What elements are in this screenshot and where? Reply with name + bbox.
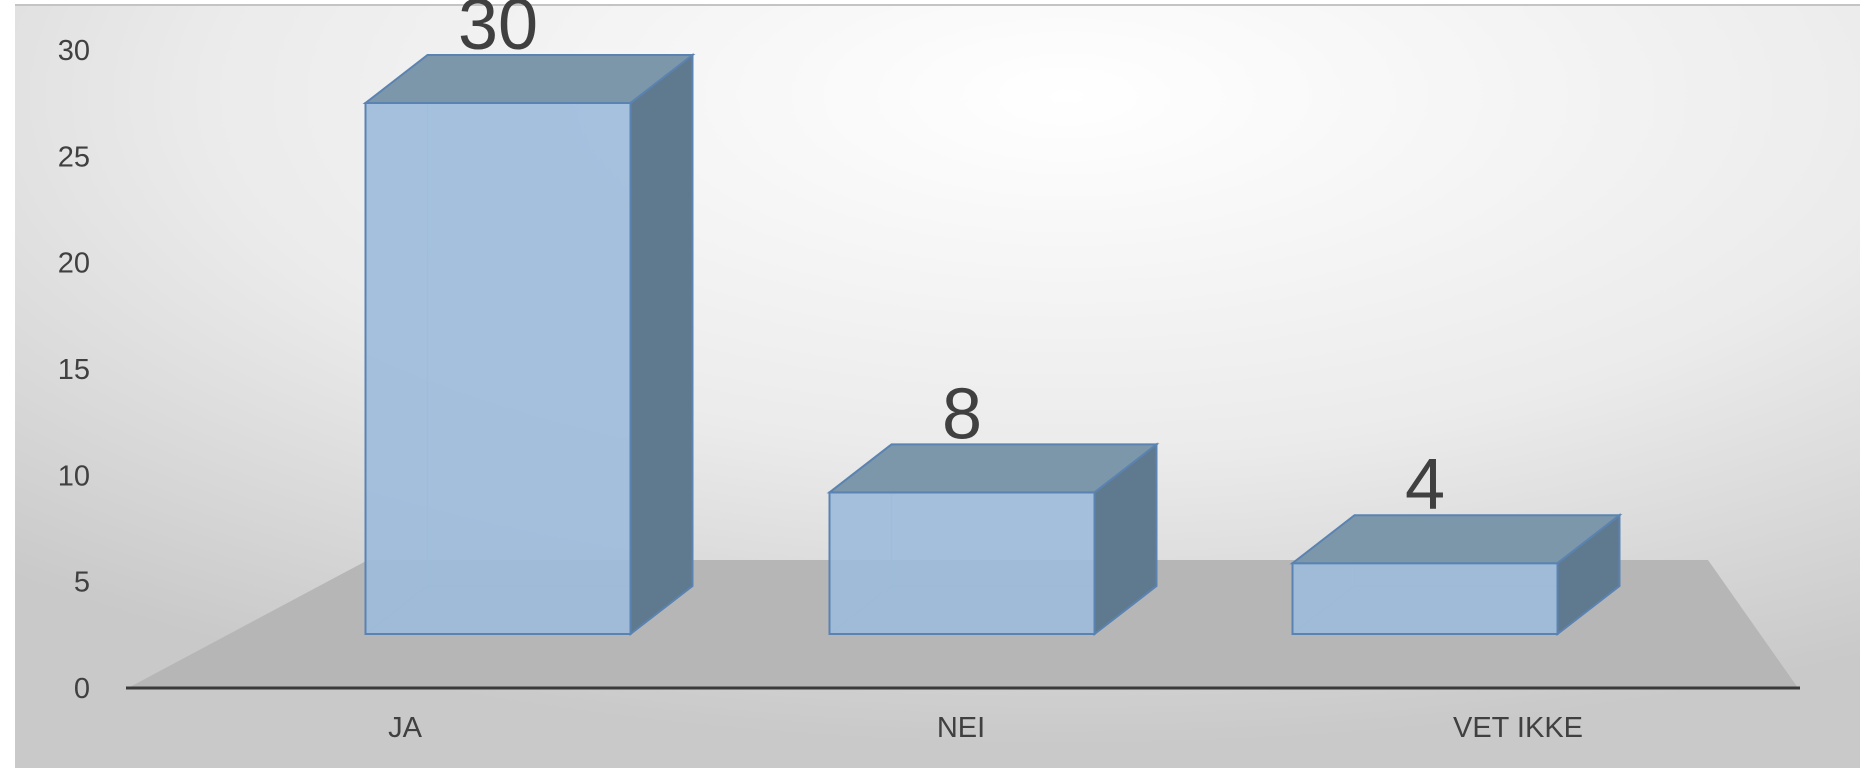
bar-side-face — [1093, 442, 1158, 637]
x-category-label: JA — [388, 712, 423, 744]
y-tick-label: 5 — [74, 567, 90, 599]
bar-series — [362, 52, 1623, 637]
data-label: 4 — [1405, 445, 1445, 525]
data-label: 8 — [942, 374, 982, 454]
bar-front-face — [364, 102, 632, 635]
y-tick-label: 25 — [58, 141, 90, 173]
bar — [362, 52, 696, 637]
data-labels: 30 8 4 — [458, 0, 1445, 525]
bar-side-face — [629, 52, 694, 637]
category-labels: JA NEI VET IKKE — [388, 712, 1583, 744]
y-tick-label: 15 — [58, 354, 90, 386]
x-category-label: VET IKKE — [1453, 712, 1583, 744]
y-tick-label: 0 — [74, 673, 90, 705]
bar — [1289, 513, 1623, 637]
bar-front-face — [828, 491, 1096, 635]
x-category-label: NEI — [937, 712, 985, 744]
y-tick-label: 10 — [58, 460, 90, 492]
bar-front-face — [1291, 562, 1559, 636]
data-label: 30 — [458, 0, 538, 65]
y-tick-label: 30 — [58, 35, 90, 67]
y-tick-label: 20 — [58, 248, 90, 280]
bar-side-face — [1556, 513, 1621, 637]
bar — [826, 442, 1160, 637]
y-axis-tick-labels: 0 5 10 15 20 25 30 — [58, 35, 90, 705]
